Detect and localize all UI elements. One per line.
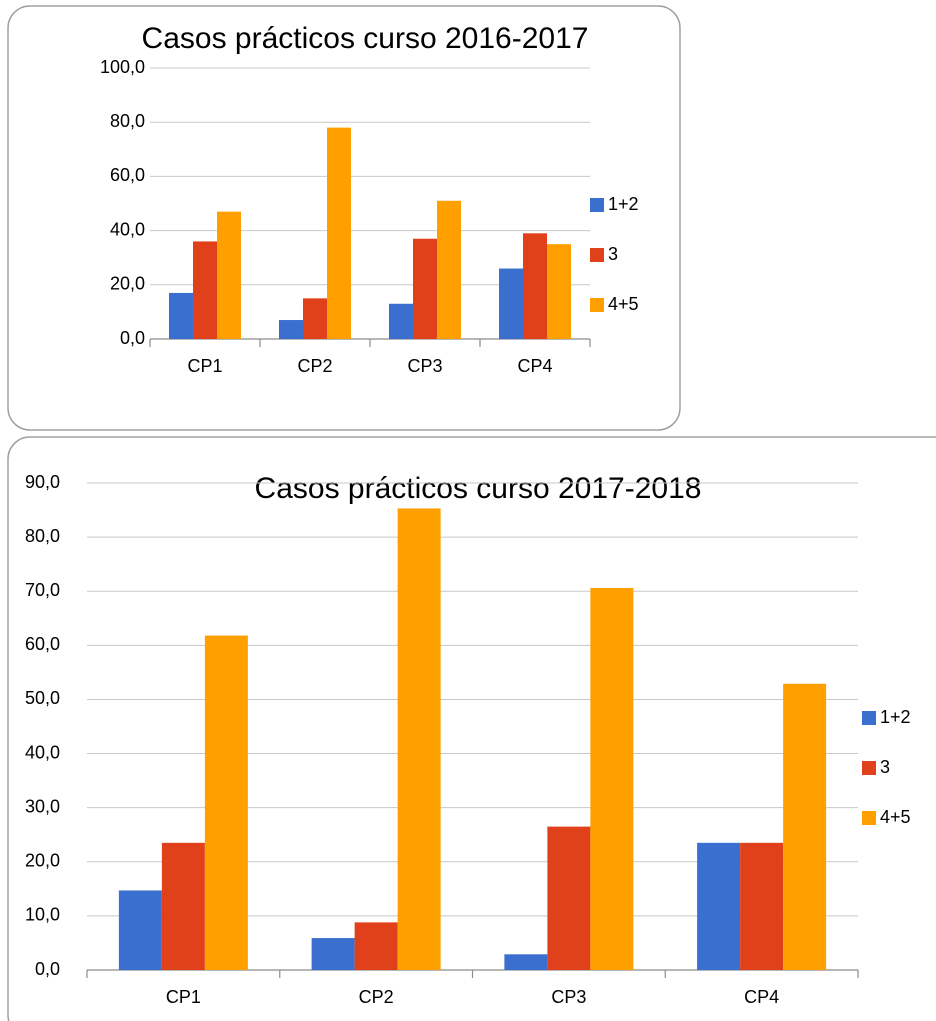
x-tick-label: CP1 xyxy=(166,987,201,1007)
x-tick-label: CP2 xyxy=(297,356,332,376)
y-tick-label: 0,0 xyxy=(120,328,145,348)
y-tick-label: 90,0 xyxy=(25,472,60,492)
legend-swatch xyxy=(862,811,876,825)
y-tick-label: 70,0 xyxy=(25,580,60,600)
legend-label: 4+5 xyxy=(880,807,911,827)
legend-swatch xyxy=(590,298,604,312)
legend-label: 1+2 xyxy=(608,194,639,214)
bar xyxy=(413,238,437,339)
bar xyxy=(217,211,241,339)
legend-swatch xyxy=(862,761,876,775)
y-tick-label: 40,0 xyxy=(110,219,145,239)
legend-swatch xyxy=(590,198,604,212)
bar xyxy=(697,842,741,970)
bar xyxy=(279,320,303,339)
legend-label: 4+5 xyxy=(608,294,639,314)
y-tick-label: 20,0 xyxy=(110,274,145,294)
y-tick-label: 100,0 xyxy=(100,57,145,77)
bar xyxy=(389,303,413,339)
chart-title: Casos prácticos curso 2016-2017 xyxy=(142,22,589,55)
legend-swatch xyxy=(862,711,876,725)
bar xyxy=(169,292,193,339)
bar xyxy=(303,298,327,339)
bar xyxy=(590,587,634,970)
legend-swatch xyxy=(590,248,604,262)
x-tick-label: CP1 xyxy=(187,356,222,376)
bar xyxy=(354,922,398,970)
y-tick-label: 0,0 xyxy=(35,959,60,979)
bar xyxy=(193,241,217,339)
bar xyxy=(327,127,351,340)
x-tick-label: CP4 xyxy=(744,987,779,1007)
y-tick-label: 80,0 xyxy=(110,111,145,131)
x-tick-label: CP4 xyxy=(517,356,552,376)
bar xyxy=(499,268,523,339)
bar xyxy=(504,954,548,970)
x-tick-label: CP3 xyxy=(551,987,586,1007)
bar xyxy=(783,683,827,970)
y-tick-label: 50,0 xyxy=(25,688,60,708)
legend-label: 1+2 xyxy=(880,707,911,727)
bar xyxy=(740,842,784,970)
bar xyxy=(204,635,248,970)
y-tick-label: 20,0 xyxy=(25,851,60,871)
x-tick-label: CP2 xyxy=(359,987,394,1007)
bar xyxy=(311,938,355,970)
y-tick-label: 30,0 xyxy=(25,796,60,816)
chart-title: Casos prácticos curso 2017-2018 xyxy=(255,472,702,505)
bar xyxy=(118,890,162,970)
y-tick-label: 10,0 xyxy=(25,905,60,925)
legend-label: 3 xyxy=(880,757,890,777)
y-tick-label: 40,0 xyxy=(25,742,60,762)
bar xyxy=(397,508,441,970)
bar xyxy=(547,244,571,339)
legend-label: 3 xyxy=(608,244,618,264)
bar xyxy=(161,842,205,970)
y-tick-label: 60,0 xyxy=(25,634,60,654)
bar xyxy=(523,233,547,339)
y-tick-label: 60,0 xyxy=(110,165,145,185)
y-tick-label: 80,0 xyxy=(25,526,60,546)
x-tick-label: CP3 xyxy=(407,356,442,376)
bar xyxy=(547,826,591,970)
bar xyxy=(437,200,461,339)
